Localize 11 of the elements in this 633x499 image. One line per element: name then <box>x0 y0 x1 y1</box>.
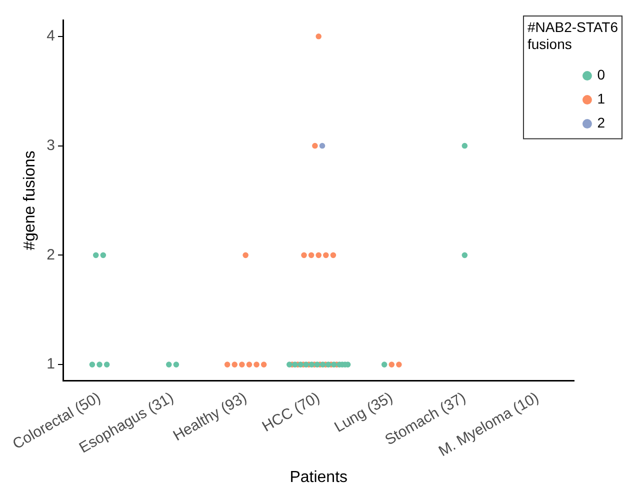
y-tick-label: 3 <box>46 136 55 154</box>
legend-title: #NAB2-STAT6 fusions <box>527 18 618 52</box>
y-axis-title: #gene fusions <box>21 150 38 250</box>
y-tick-label: 2 <box>46 246 55 264</box>
y-tick-label: 1 <box>46 356 55 373</box>
legend-label: 1 <box>597 90 606 107</box>
legend-label: 2 <box>597 114 606 131</box>
x-axis-title: Patients <box>290 468 348 486</box>
legend-label: 0 <box>597 66 606 83</box>
y-tick-label: 4 <box>46 28 55 45</box>
x-tick-label: HCC (70) <box>259 389 323 436</box>
